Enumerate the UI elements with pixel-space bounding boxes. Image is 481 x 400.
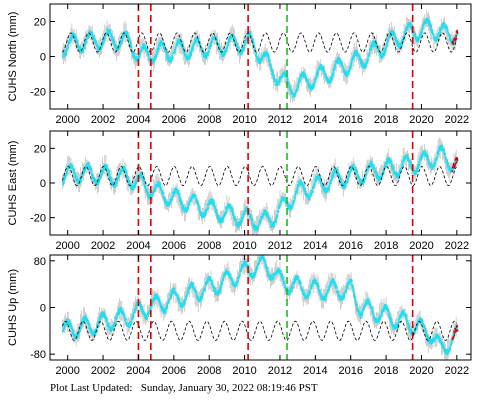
- x-tick-label: 2000: [55, 114, 79, 126]
- x-tick-label: 2000: [55, 365, 79, 377]
- panel-3: -80 0 80 2000 2002 2004 2006 2008 2010 2012 2014 20…: [7, 254, 472, 377]
- panel-data-layer: [62, 137, 459, 235]
- x-tick-label: 2020: [409, 114, 433, 126]
- panel-data-layer: [62, 9, 459, 103]
- x-tick-label: 2018: [374, 365, 398, 377]
- y-tick-label: 0: [40, 178, 46, 190]
- x-tick-label: 2020: [409, 365, 433, 377]
- x-tick-label: 2006: [162, 240, 186, 252]
- error-bars: [62, 9, 457, 103]
- y-axis-label: CUHS North (mm): [7, 12, 19, 102]
- x-tick-label: 2010: [232, 114, 256, 126]
- panel-1: -20 0 20 2000 2002 2004 2006 2008 2010 2012 2014 20…: [7, 3, 472, 126]
- data-points: [62, 17, 459, 98]
- x-tick-label: 2022: [445, 365, 469, 377]
- footer-label: Plot Last Updated:: [50, 382, 133, 394]
- y-tick-label: 0: [40, 52, 46, 64]
- x-tick-label: 2016: [338, 240, 362, 252]
- x-tick-label: 2022: [445, 114, 469, 126]
- x-tick-label: 2002: [91, 240, 115, 252]
- y-tick-label: -20: [30, 213, 46, 225]
- recent-points: [451, 157, 459, 173]
- x-tick-label: 2014: [303, 240, 327, 252]
- x-tick-label: 2016: [338, 365, 362, 377]
- model-curve: [62, 320, 457, 341]
- panel-frame: [49, 3, 472, 110]
- recent-points: [451, 324, 459, 340]
- x-tick-label: 2020: [409, 240, 433, 252]
- x-tick-label: 2000: [55, 240, 79, 252]
- x-tick-label: 2004: [126, 365, 150, 377]
- x-tick-label: 2022: [445, 240, 469, 252]
- y-tick-label: 0: [40, 303, 46, 315]
- x-tick-label: 2016: [338, 114, 362, 126]
- y-tick-label: 20: [34, 17, 46, 29]
- plot-updated-footer: Plot Last Updated: Sunday, January 30, 2…: [50, 382, 318, 394]
- x-tick-label: 2008: [197, 365, 221, 377]
- panel-data-layer: [62, 255, 459, 360]
- y-tick-label: 20: [34, 143, 46, 155]
- y-axis-label: CUHS Up (mm): [7, 269, 19, 346]
- x-tick-label: 2002: [91, 365, 115, 377]
- x-tick-label: 2012: [268, 365, 292, 377]
- x-tick-label: 2006: [162, 365, 186, 377]
- x-tick-label: 2012: [268, 240, 292, 252]
- footer-timestamp: Sunday, January 30, 2022 08:19:46 PST: [140, 382, 318, 394]
- x-tick-label: 2008: [197, 240, 221, 252]
- panel-2: -20 0 20 2000 2002 2004 2006 2008 2010 2012 2014 20…: [7, 130, 472, 252]
- x-tick-label: 2018: [374, 240, 398, 252]
- y-tick-label: 80: [34, 256, 46, 268]
- y-tick-label: -20: [30, 87, 46, 99]
- x-tick-label: 2010: [232, 240, 256, 252]
- y-axis-label: CUHS East (mm): [7, 141, 19, 226]
- x-tick-label: 2008: [197, 114, 221, 126]
- x-tick-label: 2004: [126, 114, 150, 126]
- x-tick-label: 2014: [303, 114, 327, 126]
- x-tick-label: 2018: [374, 114, 398, 126]
- recent-points: [451, 29, 459, 45]
- x-tick-label: 2012: [268, 114, 292, 126]
- x-tick-label: 2006: [162, 114, 186, 126]
- x-tick-label: 2002: [91, 114, 115, 126]
- x-tick-label: 2014: [303, 365, 327, 377]
- model-curve: [62, 32, 457, 53]
- data-points: [62, 144, 459, 232]
- model-curve: [62, 166, 457, 187]
- x-tick-label: 2010: [232, 365, 256, 377]
- panel-frame: [49, 254, 472, 361]
- x-tick-label: 2004: [126, 240, 150, 252]
- y-tick-label: -80: [30, 349, 46, 361]
